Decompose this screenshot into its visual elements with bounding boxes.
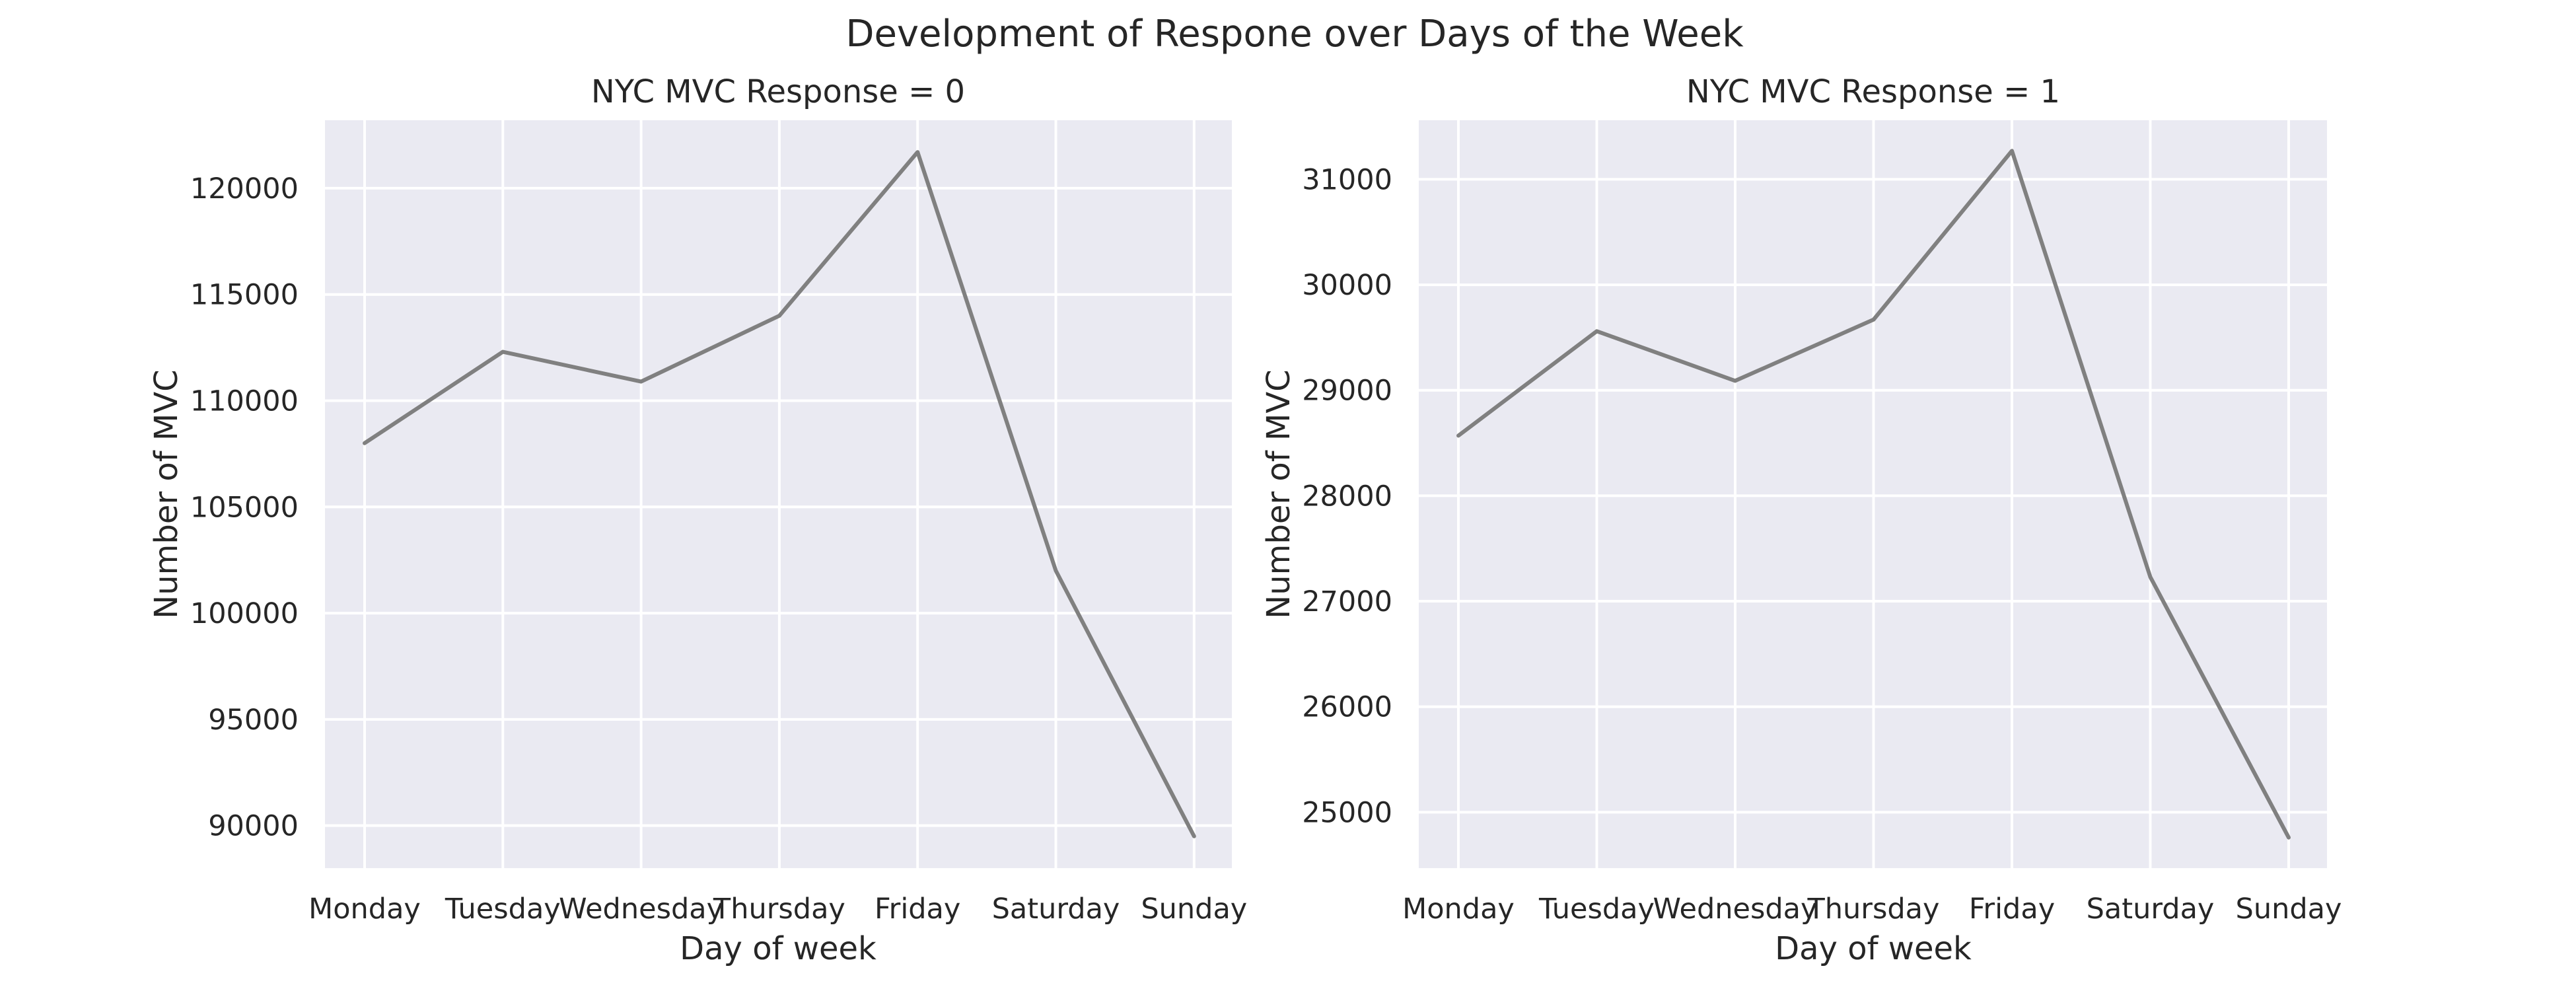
- y-tick-label: 29000: [1302, 375, 1392, 408]
- y-axis-label: Number of MVC: [1260, 369, 1297, 618]
- y-tick-label: 105000: [190, 491, 299, 524]
- y-tick-label: 110000: [190, 385, 299, 418]
- x-tick-label: Friday: [1969, 893, 2055, 926]
- x-tick-label: Thursday: [713, 893, 845, 926]
- series-line: [1456, 149, 2291, 840]
- x-axis-label: Day of week: [680, 930, 877, 967]
- x-tick-label: Tuesday: [1538, 893, 1655, 926]
- y-tick-label: 120000: [190, 172, 299, 205]
- x-tick-label: Wednesday: [1653, 893, 1818, 926]
- y-axis-label: Number of MVC: [148, 369, 185, 618]
- x-axis-label: Day of week: [1775, 930, 1972, 967]
- y-tick-label: 27000: [1302, 585, 1392, 618]
- x-tick-label: Sunday: [2236, 893, 2342, 926]
- y-tick-label: 26000: [1302, 691, 1392, 724]
- x-tick-label: Monday: [1402, 893, 1515, 926]
- y-tick-label: 95000: [208, 704, 299, 737]
- x-tick-label: Sunday: [1141, 893, 1247, 926]
- series-line: [363, 150, 1196, 838]
- y-tick-label: 90000: [208, 810, 299, 843]
- y-tick-label: 115000: [190, 279, 299, 312]
- x-tick-label: Wednesday: [559, 893, 723, 926]
- x-tick-label: Monday: [308, 893, 421, 926]
- x-tick-label: Tuesday: [445, 893, 561, 926]
- x-tick-label: Saturday: [992, 893, 1120, 926]
- y-tick-label: 25000: [1302, 796, 1392, 829]
- x-tick-label: Saturday: [2087, 893, 2215, 926]
- x-tick-label: Thursday: [1807, 893, 1940, 926]
- figure-suptitle: Development of Respone over Days of the …: [845, 13, 1744, 55]
- subplot-title: NYC MVC Response = 0: [591, 73, 965, 110]
- y-tick-label: 28000: [1302, 480, 1392, 513]
- subplot-title: NYC MVC Response = 1: [1686, 73, 2060, 110]
- x-tick-label: Friday: [875, 893, 960, 926]
- y-tick-label: 31000: [1302, 163, 1392, 196]
- y-tick-label: 30000: [1302, 269, 1392, 302]
- y-tick-label: 100000: [190, 597, 299, 630]
